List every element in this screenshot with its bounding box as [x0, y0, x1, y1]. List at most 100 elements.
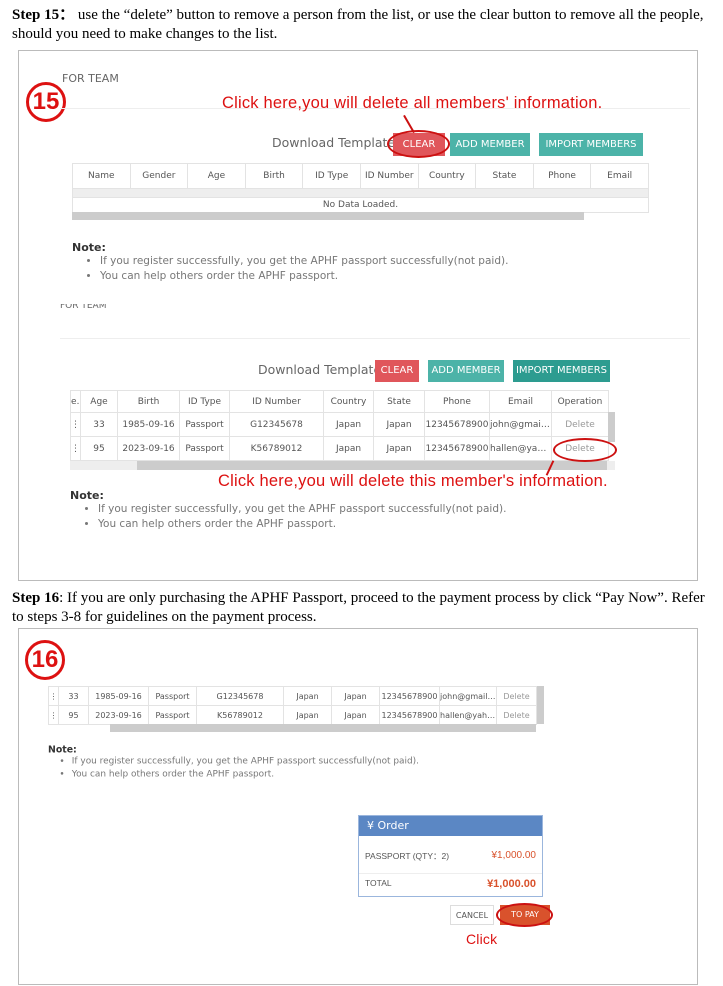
column-header: Operation: [551, 390, 609, 413]
table-cell: Japan: [331, 705, 380, 725]
add-member-button[interactable]: ADD MEMBER: [450, 133, 530, 156]
column-header: ID Type: [179, 390, 230, 413]
order-line: PASSPORT (QTY：2) ¥1,000.00: [359, 836, 542, 874]
note-item: If you register successfully, you get th…: [98, 502, 506, 517]
table-cell: 12345678900: [379, 686, 440, 706]
highlight-oval: [387, 130, 450, 158]
screenshot-frame-16: [18, 628, 698, 985]
step-badge-15: 15: [26, 82, 66, 122]
table-cell: 2023-09-16: [88, 705, 149, 725]
empty-message: No Data Loaded.: [72, 197, 649, 213]
table-cell: G12345678: [196, 686, 284, 706]
delete-button[interactable]: Delete: [551, 412, 609, 437]
table-header-cropped: [48, 676, 545, 686]
table-cell: Passport: [179, 412, 230, 437]
table-cell: K56789012: [196, 705, 284, 725]
table-cell: 12345678900: [424, 412, 490, 437]
table-row: ⋮ 95 2023-09-16 Passport K56789012 Japan Japan…: [70, 436, 609, 461]
column-header: State: [373, 390, 425, 413]
table-row: ⋮ 33 1985-09-16 Passport G12345678 Japan Japan…: [70, 412, 609, 437]
horizontal-scrollbar[interactable]: [110, 724, 536, 732]
step-description: use the “delete” button to remove a pers…: [12, 7, 704, 42]
step-label: Step 16: [12, 590, 60, 606]
column-header: Birth: [117, 390, 180, 413]
column-header: Phone: [532, 163, 592, 189]
click-annotation: Click: [466, 931, 498, 947]
download-template-link[interactable]: Download Template: [258, 362, 382, 377]
section-title-cropped: FOR TEAM: [60, 304, 107, 310]
note-item: If you register successfully, you get th…: [72, 755, 419, 768]
cancel-button[interactable]: CANCEL: [450, 905, 494, 925]
table-cell: Passport: [148, 686, 197, 706]
total-label: TOTAL: [365, 878, 392, 888]
vertical-scrollbar[interactable]: [537, 686, 544, 724]
table-row: ⋮ 95 2023-09-16 Passport K56789012 Japan Japan…: [48, 705, 537, 725]
table-cell: hallen@yahoo...: [439, 705, 497, 725]
highlight-oval: [553, 438, 617, 462]
column-header: Country: [417, 163, 477, 189]
table-cell: 33: [80, 412, 118, 437]
column-header: Age: [187, 163, 246, 189]
delete-annotation: Click here,you will delete this member's…: [218, 472, 608, 490]
column-header: ID Type: [302, 163, 361, 189]
table-cell: Passport: [179, 436, 230, 461]
import-members-button[interactable]: IMPORT MEMBERS: [513, 360, 610, 382]
section-title: FOR TEAM: [62, 72, 119, 85]
table-cell: Japan: [283, 705, 332, 725]
column-header: er: [70, 390, 81, 413]
table-cell: ⋮: [70, 436, 81, 461]
column-header: ID Number: [359, 163, 419, 189]
horizontal-scrollbar[interactable]: [72, 212, 584, 220]
table-cell: Japan: [373, 436, 425, 461]
table-cell: Japan: [323, 412, 374, 437]
order-header: ¥ Order: [359, 816, 542, 836]
line-value: ¥1,000.00: [491, 850, 537, 861]
delete-button[interactable]: Delete: [496, 686, 537, 706]
members-table-empty: Name Gender Age Birth ID Type ID Number Countr…: [72, 163, 649, 213]
table-cell: Japan: [283, 686, 332, 706]
table-cell: 95: [80, 436, 118, 461]
table-cell: Japan: [373, 412, 425, 437]
column-header: Email: [489, 390, 552, 413]
column-header: Name: [72, 163, 131, 189]
column-header: ID Number: [229, 390, 324, 413]
delete-button[interactable]: Delete: [496, 705, 537, 725]
clear-button[interactable]: CLEAR: [375, 360, 419, 382]
table-cell: ⋮: [70, 412, 81, 437]
vertical-scrollbar[interactable]: [608, 412, 615, 442]
note-section: Note:If you register successfully, you g…: [70, 489, 506, 532]
table-cell: john@gmail.c...: [439, 686, 497, 706]
table-cell: G12345678: [229, 412, 324, 437]
step-15-text: Step 15： use the “delete” button to remo…: [12, 7, 704, 42]
members-table: er Age Birth ID Type ID Number Country State Ph…: [70, 390, 609, 461]
column-header: Email: [590, 163, 649, 189]
table-cell: Passport: [148, 705, 197, 725]
table-cell: john@gmail.c...: [489, 412, 552, 437]
table-cell: 33: [58, 686, 89, 706]
column-header: Gender: [129, 163, 189, 189]
screenshot-frame-15: [18, 50, 698, 581]
total-value: ¥1,000.00: [487, 878, 536, 890]
members-table: ⋮ 33 1985-09-16 Passport G12345678 Japan Japan…: [48, 686, 537, 725]
table-cell: hallen@yahoo...: [489, 436, 552, 461]
column-header: Age: [80, 390, 118, 413]
note-item: You can help others order the APHF passp…: [98, 517, 506, 532]
download-template-link[interactable]: Download Template: [272, 135, 396, 150]
table-cell: Japan: [331, 686, 380, 706]
import-members-button[interactable]: IMPORT MEMBERS: [539, 133, 643, 156]
highlight-oval: [496, 903, 553, 927]
divider: [60, 108, 690, 109]
table-cell: ⋮: [48, 705, 59, 725]
table-cell: K56789012: [229, 436, 324, 461]
step-16-text: Step 16: If you are only purchasing the …: [12, 589, 712, 627]
note-title: Note:: [70, 489, 104, 502]
add-member-button[interactable]: ADD MEMBER: [428, 360, 504, 382]
note-title: Note:: [48, 744, 77, 756]
order-total: TOTAL ¥1,000.00: [359, 874, 542, 894]
yen-icon: ¥: [367, 819, 378, 832]
horizontal-scrollbar[interactable]: [137, 461, 607, 470]
column-header: Phone: [424, 390, 490, 413]
order-title: Order: [377, 819, 409, 832]
note-item: If you register successfully, you get th…: [100, 254, 508, 269]
note-section: Note:If you register successfully, you g…: [72, 241, 508, 284]
